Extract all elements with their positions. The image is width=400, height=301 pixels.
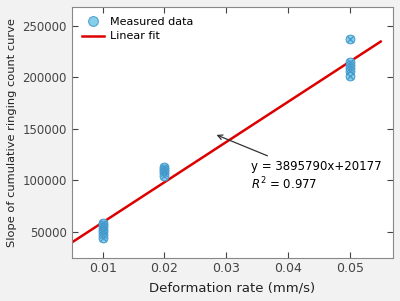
Point: [347, 62, 353, 67]
Point: [161, 169, 168, 173]
Point: [161, 164, 168, 169]
Point: [161, 171, 168, 175]
Point: [161, 174, 168, 178]
Point: [100, 227, 106, 232]
Y-axis label: Slope of cumulative ringing count curve: Slope of cumulative ringing count curve: [7, 18, 17, 247]
Point: [161, 166, 168, 171]
Point: [100, 227, 106, 232]
Point: [347, 74, 353, 79]
Point: [347, 69, 353, 73]
Point: [347, 62, 353, 67]
X-axis label: Deformation rate (mm/s): Deformation rate (mm/s): [149, 281, 316, 294]
Point: [347, 36, 353, 41]
Point: [161, 166, 168, 171]
Point: [347, 65, 353, 70]
Point: [347, 59, 353, 64]
Point: [100, 220, 106, 225]
Point: [161, 164, 168, 169]
Point: [347, 69, 353, 73]
Point: [161, 171, 168, 175]
Point: [347, 59, 353, 64]
Point: [100, 224, 106, 229]
Point: [100, 233, 106, 237]
Point: [100, 229, 106, 234]
Point: [161, 169, 168, 173]
Text: y = 3895790x+20177
$R^2$ = 0.977: y = 3895790x+20177 $R^2$ = 0.977: [218, 135, 382, 192]
Point: [100, 224, 106, 229]
Point: [100, 236, 106, 240]
Point: [347, 65, 353, 70]
Point: [100, 222, 106, 227]
Point: [100, 233, 106, 237]
Point: [347, 74, 353, 79]
Point: [100, 222, 106, 227]
Point: [347, 36, 353, 41]
Legend: Measured data, Linear fit: Measured data, Linear fit: [77, 13, 197, 46]
Point: [100, 229, 106, 234]
Point: [161, 174, 168, 178]
Point: [100, 236, 106, 240]
Point: [100, 220, 106, 225]
